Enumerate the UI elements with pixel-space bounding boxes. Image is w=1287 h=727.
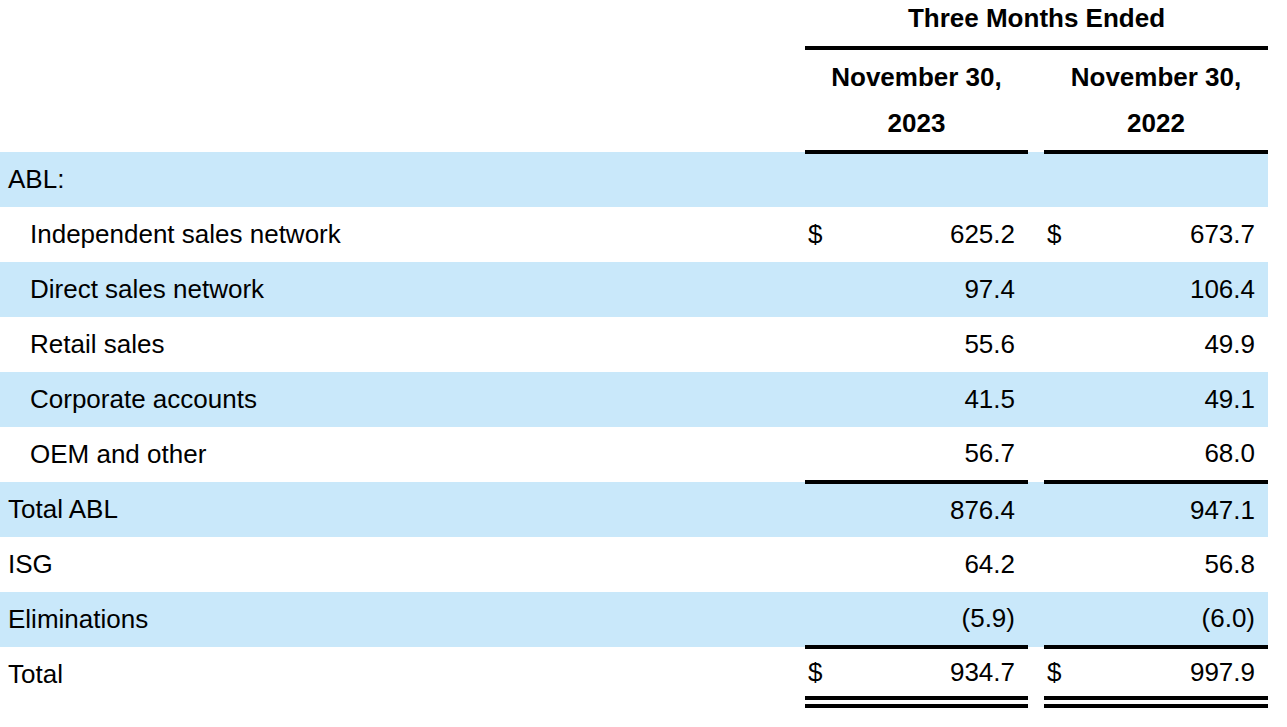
row-label: Total ABL: [0, 482, 805, 537]
header-spacer: [0, 0, 805, 48]
row-label: Direct sales network: [0, 262, 805, 317]
period-header: Three Months Ended: [805, 0, 1268, 48]
column-header-2023: November 30, 2023: [805, 48, 1028, 152]
value-2022: 106.4: [1086, 262, 1268, 317]
table-row-eliminations: Eliminations (5.9) (6.0): [0, 592, 1287, 647]
right-margin: [1268, 48, 1287, 152]
table-row-total-abl: Total ABL 876.4 947.1: [0, 482, 1287, 537]
row-label: Eliminations: [0, 592, 805, 647]
year-line: 2023: [805, 100, 1028, 146]
segment-revenue-table: Three Months Ended November 30, 2023 Nov…: [0, 0, 1287, 708]
value-2023: 625.2: [847, 207, 1028, 262]
value-2023: 64.2: [847, 537, 1028, 592]
value-2023: 934.7: [847, 647, 1028, 702]
value-2022: 68.0: [1086, 427, 1268, 482]
table-row-direct-sales-network: Direct sales network 97.4 106.4: [0, 262, 1287, 317]
date-line: November 30,: [1044, 54, 1268, 100]
value-2022: 56.8: [1086, 537, 1268, 592]
date-line: November 30,: [805, 54, 1028, 100]
row-label: ISG: [0, 537, 805, 592]
value-2022: 673.7: [1086, 207, 1268, 262]
currency-symbol-2023: $: [805, 647, 847, 702]
header-spacer: [0, 48, 805, 152]
currency-symbol-2023: $: [805, 207, 847, 262]
value-2023: 41.5: [847, 372, 1028, 427]
header-dates-row: November 30, 2023 November 30, 2022: [0, 48, 1287, 152]
table-row-independent-sales-network: Independent sales network $ 625.2 $ 673.…: [0, 207, 1287, 262]
value-2023: (5.9): [847, 592, 1028, 647]
table-row-isg: ISG 64.2 56.8: [0, 537, 1287, 592]
column-header-2022: November 30, 2022: [1044, 48, 1268, 152]
table-row-oem-and-other: OEM and other 56.7 68.0: [0, 427, 1287, 482]
value-2022: 49.1: [1086, 372, 1268, 427]
table-row-total: Total $ 934.7 $ 997.9: [0, 647, 1287, 702]
value-2023: 55.6: [847, 317, 1028, 372]
value-2023: 56.7: [847, 427, 1028, 482]
table-row-abl-section: ABL:: [0, 152, 1287, 207]
row-label: OEM and other: [0, 427, 805, 482]
value-2023: 876.4: [847, 482, 1028, 537]
row-label: ABL:: [0, 152, 805, 207]
year-line: 2022: [1044, 100, 1268, 146]
value-2022: 947.1: [1086, 482, 1268, 537]
header-period-row: Three Months Ended: [0, 0, 1287, 48]
right-margin: [1268, 0, 1287, 48]
row-label: Independent sales network: [0, 207, 805, 262]
currency-symbol-2022: $: [1044, 647, 1086, 702]
value-2022: (6.0): [1086, 592, 1268, 647]
row-label: Retail sales: [0, 317, 805, 372]
currency-symbol-2022: $: [1044, 207, 1086, 262]
value-2022: 997.9: [1086, 647, 1268, 702]
value-2023: 97.4: [847, 262, 1028, 317]
value-2022: 49.9: [1086, 317, 1268, 372]
table-row-retail-sales: Retail sales 55.6 49.9: [0, 317, 1287, 372]
row-label: Total: [0, 647, 805, 702]
table-row-corporate-accounts: Corporate accounts 41.5 49.1: [0, 372, 1287, 427]
column-gap: [1028, 48, 1044, 152]
row-label: Corporate accounts: [0, 372, 805, 427]
